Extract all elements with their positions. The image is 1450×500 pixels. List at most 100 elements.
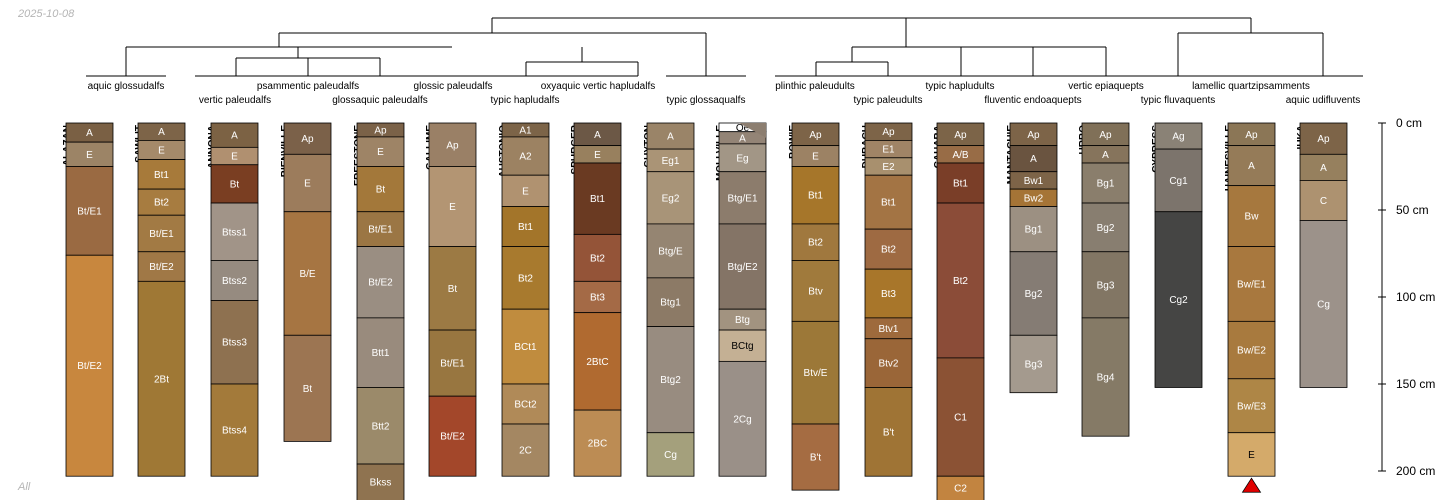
horizon-block [936, 162, 985, 204]
horizon-block [718, 360, 767, 477]
horizon-block [1154, 148, 1203, 213]
horizon-block [718, 171, 767, 225]
horizon-label: Btv/E [804, 368, 828, 379]
horizon-label: Bg1 [1025, 225, 1043, 236]
horizon-label: E [522, 186, 529, 197]
horizon-label: Bt1 [154, 170, 169, 181]
horizon-label: A [667, 132, 674, 143]
horizon-label: A [1248, 161, 1255, 172]
horizon-block [1299, 122, 1348, 155]
horizon-block [356, 387, 405, 465]
soil-profile: MANTACHIEApABw1Bw2Bg1Bg2Bg3 [1006, 122, 1058, 394]
horizon-block [501, 246, 550, 310]
horizon-label: Eg [736, 153, 748, 164]
soil-profile: URBOApABg1Bg2Bg3Bg4 [1078, 122, 1130, 437]
horizon-label: Bt2 [881, 245, 896, 256]
horizon-label: BCt2 [514, 400, 537, 411]
horizon-label: Bg2 [1097, 223, 1115, 234]
taxon-label: vertic epiaquepts [1068, 81, 1144, 92]
horizon-label: Btg/E2 [727, 262, 757, 273]
horizon-label: Bg2 [1025, 289, 1043, 300]
horizon-label: Bw/E1 [1237, 279, 1266, 290]
horizon-label: E [1248, 450, 1255, 461]
horizon-block [936, 475, 985, 500]
horizon-label: Bt/E1 [368, 225, 393, 236]
horizon-label: Bt1 [808, 191, 823, 202]
horizon-label: Bt/E2 [77, 361, 102, 372]
horizon-block [1009, 251, 1058, 336]
horizon-block [283, 334, 332, 442]
taxon-label: typic glossaqualfs [667, 95, 746, 106]
horizon-block [356, 136, 405, 167]
horizon-label: Bkss [370, 478, 392, 489]
soil-profile: BOWIEApEBt1Bt2BtvBtv/EB't [788, 122, 840, 491]
horizon-label: A [158, 127, 165, 138]
horizon-block [428, 395, 477, 477]
horizon-label: Ap [882, 127, 895, 138]
horizon-label: Bt2 [808, 238, 823, 249]
horizon-block [646, 171, 695, 225]
horizon-block [1081, 251, 1130, 319]
depth-tick-label: 100 cm [1396, 290, 1435, 304]
horizon-label: BCt1 [514, 342, 537, 353]
horizon-label: Btv1 [878, 324, 898, 335]
horizon-label: Btt1 [372, 348, 390, 359]
horizon-block [356, 463, 405, 500]
horizon-label: C1 [954, 413, 967, 424]
horizon-label: E1 [882, 145, 895, 156]
horizon-label: Ap [301, 134, 314, 145]
horizon-block [356, 246, 405, 319]
taxon-label: typic paleudults [854, 95, 923, 106]
horizon-label: Bw1 [1024, 176, 1044, 187]
horizon-block [283, 122, 332, 155]
soil-profile: SPURGERAEBt1Bt2Bt32BtC2BC [570, 122, 622, 477]
taxon-label: typic fluvaquents [1141, 95, 1216, 106]
horizon-block [573, 233, 622, 282]
taxon-label: plinthic paleudults [775, 81, 855, 92]
horizon-block [137, 159, 186, 190]
horizon-block [1154, 211, 1203, 388]
horizon-label: B't [883, 427, 895, 438]
horizon-block [210, 202, 259, 261]
soil-profile: CYPRESSAgCg1Cg2 [1151, 122, 1203, 388]
horizon-block [573, 409, 622, 477]
horizon-label: Bg1 [1097, 179, 1115, 190]
horizon-label: A [594, 130, 601, 141]
horizon-block [501, 136, 550, 176]
horizon-block [137, 188, 186, 216]
horizon-label: E [304, 179, 311, 190]
horizon-label: Eg1 [662, 156, 680, 167]
horizon-label: Bw2 [1024, 193, 1044, 204]
horizon-label: A1 [519, 125, 532, 136]
horizon-block [646, 277, 695, 327]
depth-axis: 0 cm 50 cm 100 cm 150 cm 200 cm [1378, 116, 1435, 478]
horizon-block [137, 214, 186, 253]
horizon-label: Bt1 [881, 198, 896, 209]
horizon-label: A [739, 133, 746, 144]
horizon-label: E2 [882, 162, 895, 173]
horizon-block [791, 423, 840, 491]
horizon-label: Bt [230, 179, 240, 190]
depth-tick-label: 0 cm [1396, 116, 1422, 130]
taxon-label: psammentic paleudalfs [257, 81, 359, 92]
horizon-label: 2C [519, 446, 532, 457]
horizon-block [210, 300, 259, 385]
horizon-block [646, 122, 695, 150]
dendrogram [86, 17, 1363, 77]
truncation-marker [1241, 477, 1262, 493]
horizon-label: Cg1 [1169, 176, 1188, 187]
horizon-block [1227, 320, 1276, 380]
horizon-block [501, 206, 550, 247]
horizon-block [283, 211, 332, 336]
horizon-label: A [231, 131, 238, 142]
horizon-block [718, 223, 767, 310]
horizon-block [646, 223, 695, 279]
horizon-label: B/E [299, 269, 315, 280]
horizon-label: A/B [952, 150, 968, 161]
horizon-label: Bt/E1 [149, 229, 174, 240]
taxon-label: glossaquic paleudalfs [332, 95, 428, 106]
horizon-label: Bt/E1 [77, 206, 102, 217]
